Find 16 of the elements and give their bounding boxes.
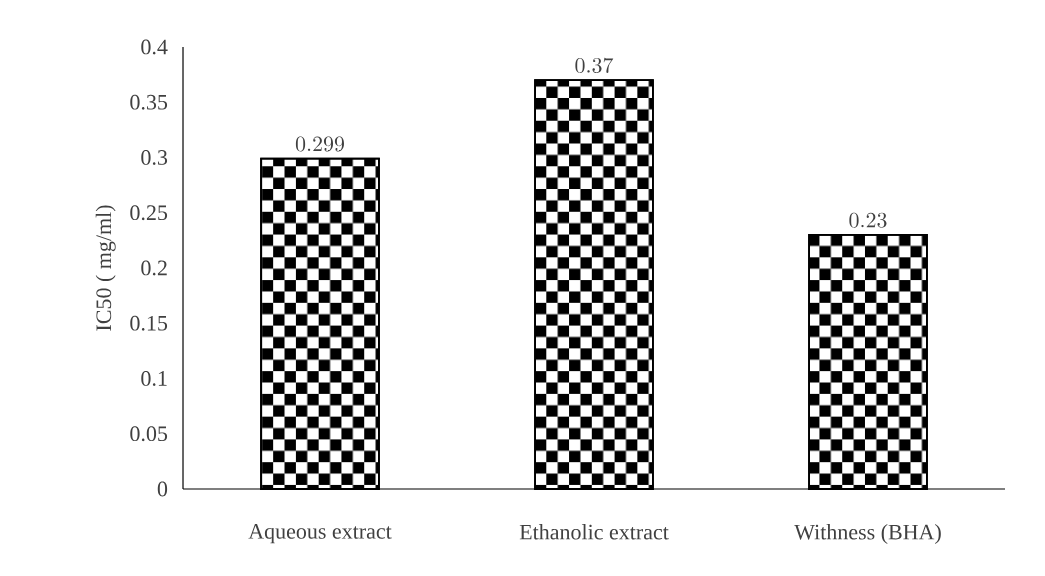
y-tick-label: 0.4	[141, 39, 168, 55]
y-tick-label: 0.15	[130, 315, 168, 331]
y-tick-label: 0.05	[130, 426, 168, 442]
x-tick-label: Withness (BHA)	[794, 524, 941, 544]
y-axis-title: IC50 ( mg/ml)	[95, 205, 116, 331]
x-tick-label: Aqueous extract	[248, 524, 392, 544]
x-tick-label: Ethanolic extract	[519, 524, 669, 540]
data-label: 0.37	[575, 57, 614, 74]
data-label: 0.23	[849, 212, 887, 228]
y-tick-label: 0.2	[141, 260, 167, 276]
y-tick-label: 0.3	[141, 150, 168, 165]
y-tick-label: 0.25	[130, 205, 168, 221]
y-tick-label: 0.1	[141, 371, 167, 386]
y-tick-label: 0	[157, 481, 168, 497]
y-tick-label: 0.35	[130, 94, 168, 110]
data-label: 0.299	[295, 136, 344, 152]
